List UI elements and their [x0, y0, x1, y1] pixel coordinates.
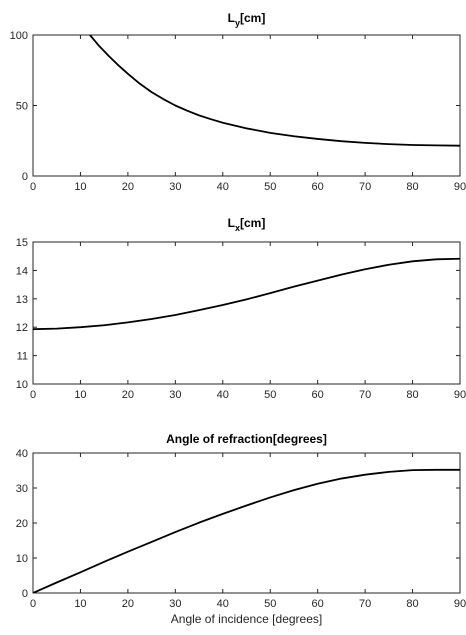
x-tick-label: 20 [122, 389, 134, 401]
x-tick-label: 50 [264, 389, 276, 401]
series-line [33, 468, 460, 593]
x-tick-label: 0 [30, 598, 36, 610]
y-tick-label: 100 [10, 30, 28, 42]
x-tick-label: 90 [454, 181, 466, 193]
x-tick-label: 30 [169, 181, 181, 193]
x-tick-label: 20 [122, 181, 134, 193]
chart-panel-3: 0 10 20 30 40 50 60 70 80 90 0 10 20 30 40 Angle of ref… [16, 432, 466, 626]
x-tick-label: 70 [359, 389, 371, 401]
x-tick-label: 70 [359, 598, 371, 610]
x-tick-label: 20 [122, 598, 134, 610]
x-tick-label: 90 [454, 598, 466, 610]
x-tick-label: 0 [30, 181, 36, 193]
chart-title: Lx[cm] [228, 216, 266, 233]
x-axis-label: Angle of incidence [degrees] [171, 612, 322, 626]
x-tick-label: 80 [406, 389, 418, 401]
y-tick-label: 20 [16, 518, 28, 530]
x-tick-label: 40 [217, 389, 229, 401]
x-tick-label: 30 [169, 598, 181, 610]
chart-panel-1: 0 10 20 30 40 50 60 70 80 90 0 50 100 Ly[cm] [10, 11, 466, 193]
x-tick-label: 40 [217, 181, 229, 193]
x-tick-label: 60 [312, 389, 324, 401]
y-tick-label: 15 [16, 237, 28, 249]
x-tick-label: 10 [74, 389, 86, 401]
series-line [33, 257, 460, 331]
chart-title: Ly[cm] [228, 11, 266, 28]
x-tick-label: 80 [406, 598, 418, 610]
y-tick-label: 11 [17, 351, 28, 363]
y-tick-label: 50 [16, 101, 28, 113]
x-tick-label: 70 [359, 181, 371, 193]
y-tick-label: 30 [16, 483, 28, 495]
chart-title: Angle of refraction[degrees] [166, 432, 327, 446]
y-tick-label: 13 [16, 294, 28, 306]
x-tick-label: 50 [264, 598, 276, 610]
y-tick-label: 10 [16, 553, 28, 565]
y-tick-label: 0 [22, 588, 28, 600]
x-tick-label: 40 [217, 598, 229, 610]
plot-area [32, 34, 461, 177]
plot-area [32, 452, 461, 594]
series-line [89, 35, 460, 147]
x-tick-label: 60 [312, 598, 324, 610]
x-tick-label: 10 [74, 598, 86, 610]
y-tick-label: 12 [16, 322, 28, 334]
y-tick-label: 0 [22, 171, 28, 183]
y-tick-label: 14 [16, 265, 28, 277]
x-tick-label: 50 [264, 181, 276, 193]
x-tick-label: 90 [454, 389, 466, 401]
x-tick-label: 30 [169, 389, 181, 401]
plot-area [32, 241, 461, 385]
x-tick-label: 0 [30, 389, 36, 401]
y-tick-label: 10 [16, 379, 28, 391]
x-tick-label: 60 [312, 181, 324, 193]
y-tick-label: 40 [16, 448, 28, 460]
x-tick-label: 80 [406, 181, 418, 193]
x-tick-label: 10 [74, 181, 86, 193]
